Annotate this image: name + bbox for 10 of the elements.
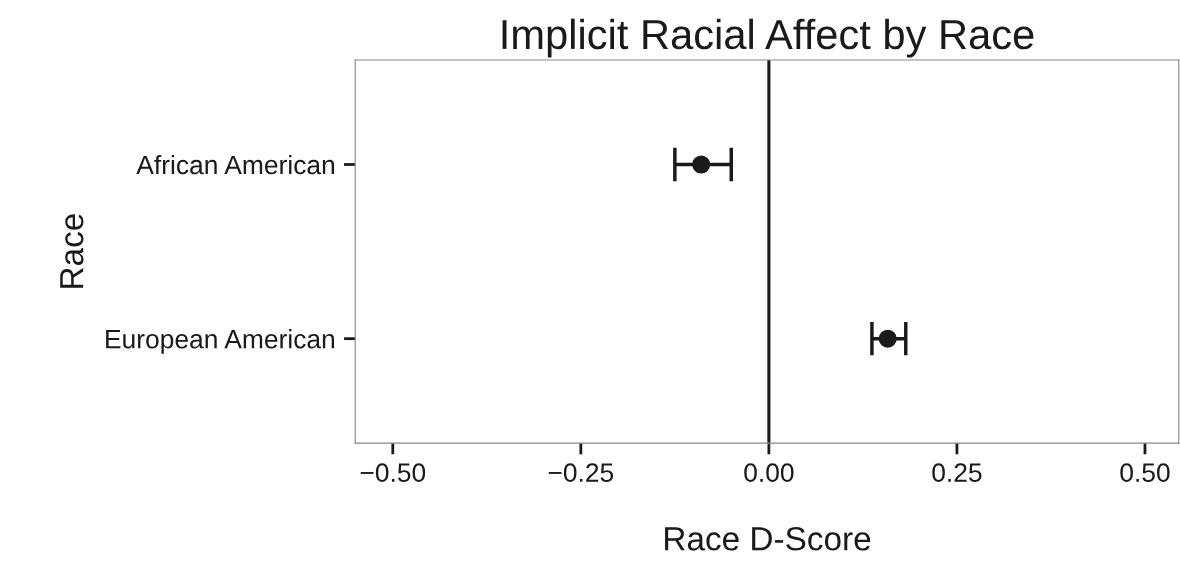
y-tick-label: African American (136, 154, 335, 175)
x-tick-label: −0.25 (548, 463, 614, 483)
chart-title: Implicit Racial Affect by Race (502, 18, 1034, 58)
y-tick-label: European American (106, 329, 335, 354)
x-tick-label: 0.50 (1120, 463, 1170, 483)
x-axis-title: Race D-Score (665, 526, 871, 551)
x-tick-label: 0.00 (744, 463, 794, 483)
x-tick-label: 0.25 (932, 463, 982, 483)
y-axis-title: Race (60, 214, 84, 288)
x-tick-label: −0.50 (360, 463, 426, 483)
